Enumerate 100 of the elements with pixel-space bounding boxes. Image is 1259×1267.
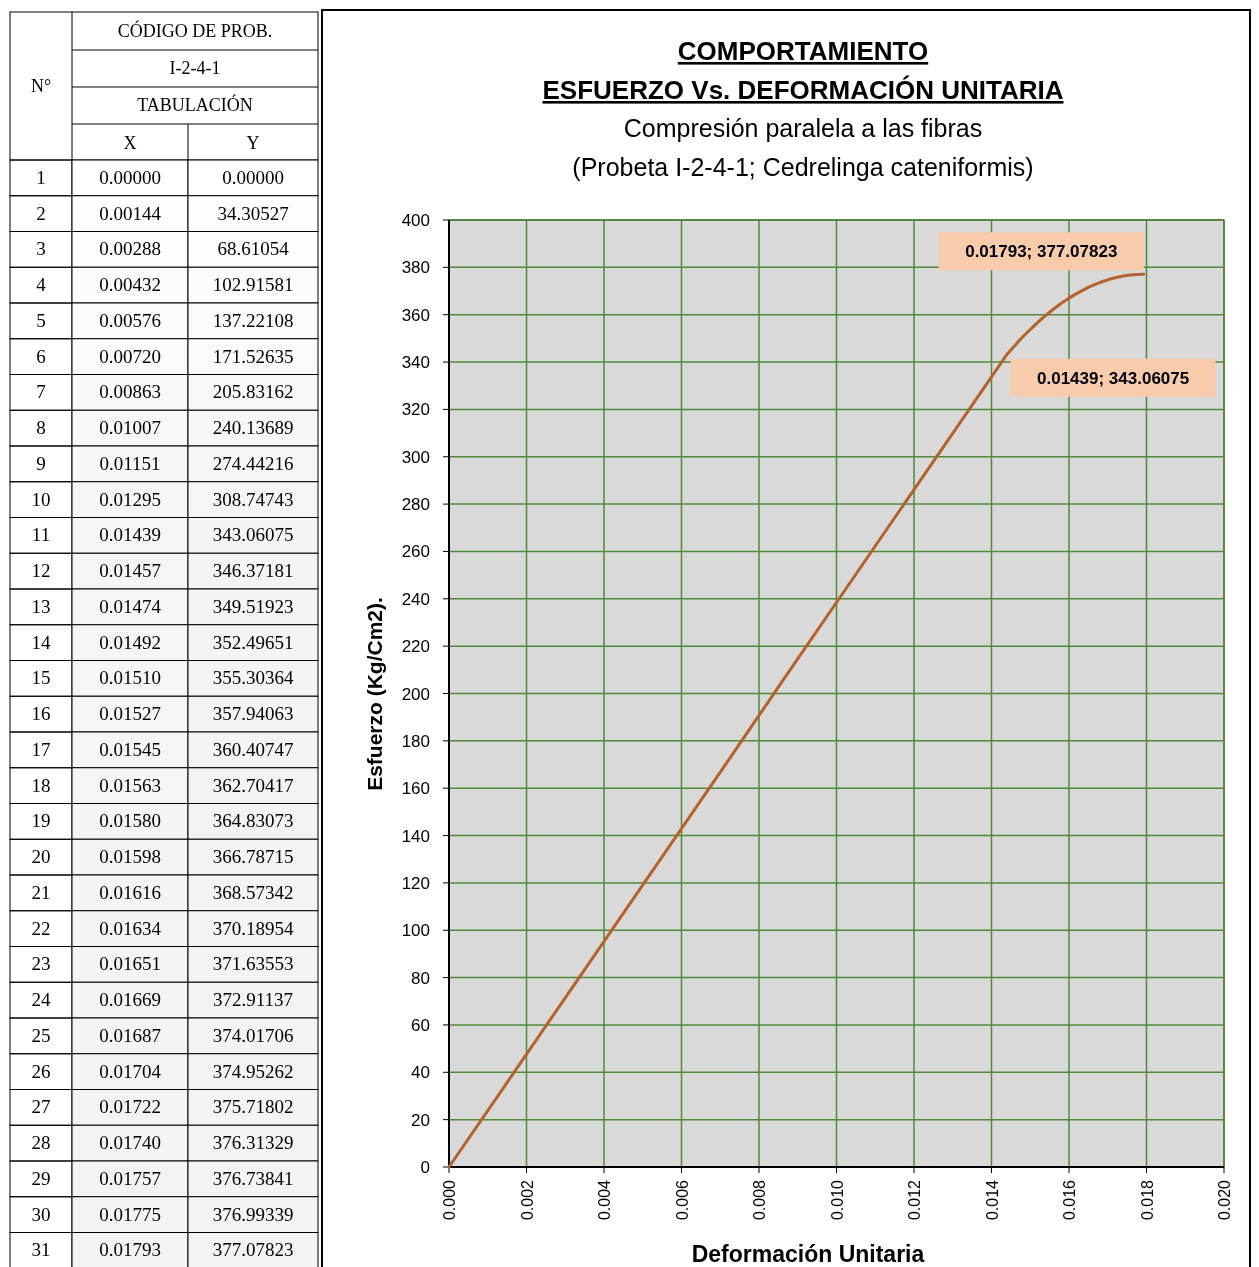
data-label: 0.01545	[99, 738, 161, 760]
data-label: 205.83162	[212, 381, 294, 403]
data-label: 368.57342	[212, 881, 294, 903]
y-tick-label: 160	[401, 779, 430, 799]
data-label: 0.01527	[99, 703, 161, 725]
data-label: 376.31329	[212, 1132, 294, 1154]
y-tick-label: 260	[401, 542, 430, 562]
y-tick-label: 20	[411, 1110, 430, 1130]
data-label: 0.01598	[99, 846, 161, 868]
data-label: 0.01492	[99, 631, 161, 653]
data-label: 364.83073	[212, 810, 294, 832]
data-label: 0.01007	[99, 417, 161, 439]
y-tick-label: 16	[31, 703, 51, 725]
data-label: 376.99339	[212, 1203, 294, 1225]
data-label: 0.00863	[99, 381, 161, 403]
data-label: 377.07823	[212, 1239, 294, 1261]
data-label: 370.18954	[212, 917, 294, 939]
y-tick-label: 5	[36, 309, 46, 331]
y-tick-label: 100	[401, 921, 430, 941]
data-label: 0.01510	[99, 667, 161, 689]
annotation: 0.01793; 377.07823	[965, 242, 1118, 262]
data-label: 0.01740	[99, 1132, 161, 1154]
data-label: 343.06075	[212, 524, 294, 546]
y-tick-label: 22	[31, 917, 51, 939]
y-tick-label: 120	[401, 873, 430, 893]
x-tick-label: 0.010	[828, 1179, 846, 1221]
data-label: 355.30364	[212, 667, 294, 689]
y-tick-label: 24	[31, 989, 51, 1011]
data-label: 371.63553	[212, 953, 294, 975]
y-tick-label: 140	[401, 826, 430, 846]
y-tick-label: 29	[31, 1167, 51, 1189]
x-tick-label: X	[123, 133, 137, 153]
data-label: 137.22108	[212, 309, 294, 331]
chart-subtitle: I-2-4-1	[169, 58, 221, 78]
data-label: 0.01616	[99, 881, 161, 903]
x-tick-label: 0.012	[906, 1179, 923, 1221]
data-label: 0.00576	[99, 309, 161, 331]
data-label: 0.00288	[99, 238, 161, 260]
y-tick-label: 18	[31, 774, 51, 796]
y-tick-label: 0	[420, 1158, 430, 1177]
data-label: 374.95262	[212, 1060, 294, 1082]
y-tick-label: 280	[401, 495, 430, 515]
data-label: 0.00000	[222, 166, 284, 188]
y-tick-label: 17	[31, 738, 51, 760]
y-axis-title: N°	[30, 76, 52, 96]
data-label: 357.94063	[212, 703, 294, 725]
data-label: 0.01793	[99, 1239, 161, 1261]
data-label: 352.49651	[212, 631, 294, 653]
y-tick-label: 21	[31, 881, 51, 903]
data-label: 0.01634	[99, 917, 162, 939]
data-label: 362.70417	[212, 774, 294, 796]
y-tick-label: 20	[31, 846, 51, 868]
y-tick-label: 320	[401, 400, 430, 420]
x-tick-label: 0.006	[673, 1179, 691, 1221]
y-tick-label: 400	[401, 211, 430, 230]
y-tick-label: 60	[411, 1015, 430, 1035]
y-tick-label: 6	[36, 345, 46, 367]
y-tick-label: 11	[31, 524, 51, 546]
data-label: 0.00000	[99, 166, 161, 188]
y-tick-label: 360	[401, 305, 430, 325]
y-tick-label: 180	[401, 731, 430, 751]
y-tick-label: 26	[31, 1060, 51, 1082]
data-label: 274.44216	[212, 452, 294, 474]
x-tick-label: 0.014	[983, 1179, 1001, 1221]
data-label: 0.01722	[99, 1096, 161, 1118]
data-label: 376.73841	[212, 1167, 294, 1189]
data-label: 372.91137	[212, 989, 294, 1011]
x-tick-label: 0.016	[1061, 1179, 1078, 1221]
y-tick-label: 13	[31, 595, 51, 617]
data-label: 349.51923	[212, 595, 294, 617]
data-label: 0.01457	[99, 560, 161, 582]
data-label: 171.52635	[212, 345, 294, 367]
data-label: 0.01151	[99, 452, 161, 474]
chart-subtitle: Compresión paralela a las fibras (Probeta I-2-4-1; Cedrelinga cateniformis)	[572, 114, 1034, 181]
y-tick-label: 1	[36, 166, 46, 188]
y-tick-label: 340	[401, 353, 430, 373]
x-tick-label: Y	[246, 133, 260, 153]
y-tick-label: 4	[36, 274, 47, 296]
data-label: 0.01775	[99, 1203, 161, 1225]
data-label: 366.78715	[212, 846, 294, 868]
y-tick-label: 19	[31, 810, 51, 832]
data-label: 0.01295	[99, 488, 161, 510]
data-label: 0.01439	[99, 524, 161, 546]
y-tick-label: 240	[401, 589, 430, 609]
y-tick-label: 300	[401, 447, 430, 467]
y-axis-title: Esfuerzo (Kg/Cm2).	[363, 597, 386, 791]
data-label: 0.01687	[99, 1024, 161, 1046]
data-label: 0.01669	[99, 989, 161, 1011]
data-label: 0.00144	[99, 202, 162, 224]
y-tick-label: 3	[36, 238, 46, 260]
x-tick-label: 0.004	[596, 1179, 613, 1221]
data-label: 240.13689	[212, 417, 294, 439]
y-tick-label: 14	[31, 631, 51, 653]
y-tick-label: 10	[31, 488, 51, 510]
text: TABULACIÓN	[137, 94, 253, 115]
y-tick-label: 27	[31, 1096, 51, 1118]
data-label: 374.01706	[212, 1024, 294, 1046]
data-label: 360.40747	[212, 738, 294, 760]
x-tick-label: 0.000	[441, 1179, 458, 1221]
x-tick-label: 0.008	[751, 1179, 768, 1221]
